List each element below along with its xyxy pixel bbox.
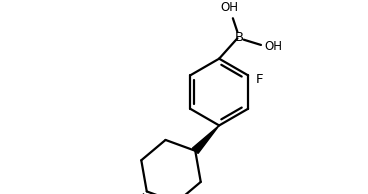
Polygon shape [192,126,219,153]
Text: OH: OH [220,1,238,14]
Text: F: F [256,73,263,86]
Text: OH: OH [264,40,282,53]
Text: B: B [234,31,243,44]
